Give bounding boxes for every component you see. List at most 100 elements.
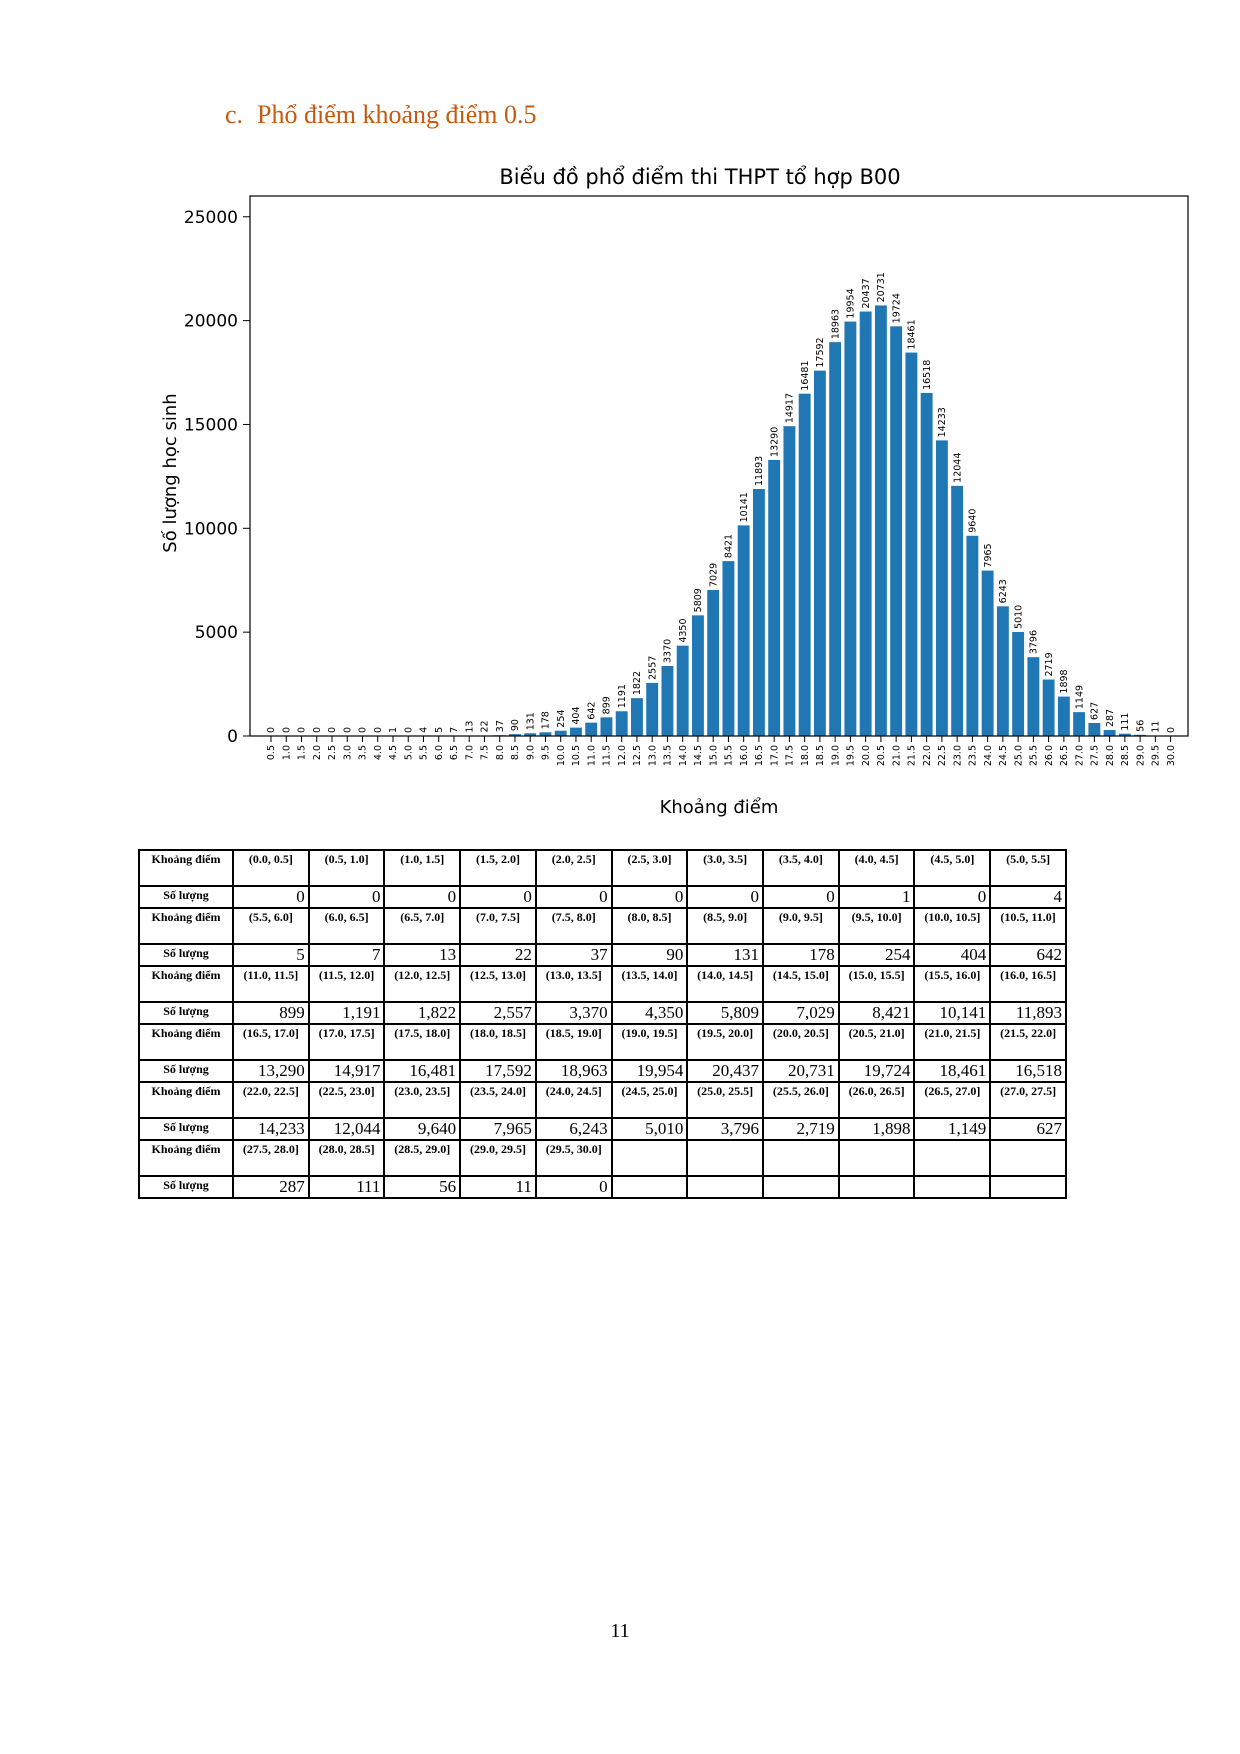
count-cell: 5,010 xyxy=(610,1117,689,1141)
y-tick-label: 20000 xyxy=(184,312,238,332)
bar-value-label: 0 xyxy=(312,727,323,733)
count-cell: 90 xyxy=(610,943,689,967)
bin-row-header: Khoảng điểm xyxy=(138,849,234,887)
y-axis-ticks: 0 5000 10000 15000 20000 25000 xyxy=(184,208,250,747)
bin-cell: (14.0, 14.5] xyxy=(686,965,765,1003)
bar xyxy=(722,561,735,736)
x-tick-label: 23.0 xyxy=(952,745,963,766)
bar xyxy=(966,535,979,736)
bar-value-label: 14917 xyxy=(785,393,796,423)
bin-cell: (19.0, 19.5] xyxy=(610,1023,689,1061)
count-cell: 5 xyxy=(232,943,310,967)
bin-cell: (18.5, 19.0] xyxy=(534,1023,613,1061)
bin-cell: (4.5, 5.0] xyxy=(913,849,992,887)
bin-row-header: Khoảng điểm xyxy=(138,1139,234,1177)
bar xyxy=(1118,733,1131,736)
bar-value-label: 1149 xyxy=(1074,685,1085,709)
bin-cell: (28.5, 29.0] xyxy=(383,1139,462,1177)
bar xyxy=(737,525,750,736)
bin-cell: (0.5, 1.0] xyxy=(307,849,386,887)
bin-cell: (12.5, 13.0] xyxy=(459,965,537,1003)
bin-cell: (22.5, 23.0] xyxy=(307,1081,386,1119)
y-tick-label: 0 xyxy=(227,727,238,747)
bin-cell: (5.5, 6.0] xyxy=(232,907,310,945)
bar-value-label: 37 xyxy=(495,720,506,732)
count-cell: 131 xyxy=(686,943,765,967)
bar xyxy=(539,732,552,736)
x-tick-label: 2.5 xyxy=(327,745,338,760)
bin-cell: (11.5, 12.0] xyxy=(307,965,386,1003)
count-cell: 6,243 xyxy=(534,1117,613,1141)
bin-cell: (5.0, 5.5] xyxy=(989,849,1067,887)
bar-value-label: 1191 xyxy=(617,684,628,708)
bar-value-label: 404 xyxy=(571,706,582,724)
x-tick-label: 8.5 xyxy=(510,745,521,760)
bar-value-label: 3796 xyxy=(1029,630,1040,654)
bar-value-label: 20437 xyxy=(861,278,872,308)
bin-cell: (26.0, 26.5] xyxy=(837,1081,916,1119)
bar-series xyxy=(387,305,1162,736)
bin-cell: (29.5, 30.0] xyxy=(534,1139,613,1177)
x-tick-label: 21.5 xyxy=(907,745,918,766)
count-cell: 18,963 xyxy=(534,1059,613,1083)
bar-value-label: 9640 xyxy=(968,509,979,533)
x-tick-label: 14.5 xyxy=(693,745,704,766)
y-tick-label: 15000 xyxy=(184,415,238,435)
bin-cell: (1.0, 1.5] xyxy=(383,849,462,887)
bin-cell: (7.5, 8.0] xyxy=(534,907,613,945)
count-row: Số lượng 0 0 0 0 0 0 0 0 1 0 4 xyxy=(138,885,1067,909)
x-tick-label: 5.5 xyxy=(419,745,430,760)
x-tick-label: 16.0 xyxy=(739,745,750,766)
x-tick-label: 11.0 xyxy=(586,745,597,766)
bar-value-label: 178 xyxy=(541,711,552,729)
bar-value-label: 6243 xyxy=(998,579,1009,603)
bar-value-label: 14233 xyxy=(937,407,948,437)
count-cell: 899 xyxy=(232,1001,310,1025)
bar-data-labels: 0 0 0 0 0 0 0 0 1 0 4 5 7 13 22 37 90 131 178 254 404 642 899 1… xyxy=(266,272,1177,733)
bin-row: Khoảng điểm (11.0, 11.5] (11.5, 12.0] (12.0… xyxy=(138,965,1067,1003)
bin-cell: (28.0, 28.5] xyxy=(307,1139,386,1177)
x-tick-label: 19.0 xyxy=(830,745,841,766)
bar xyxy=(981,570,994,736)
bar xyxy=(509,734,521,736)
count-cell: 1,191 xyxy=(307,1001,386,1025)
bar-value-label: 4 xyxy=(419,727,430,733)
bar xyxy=(1057,696,1070,736)
count-cell: 254 xyxy=(837,943,916,967)
count-cell: 12,044 xyxy=(307,1117,386,1141)
bar-value-label: 111 xyxy=(1120,713,1131,731)
plot-frame xyxy=(249,195,1189,737)
bar-value-label: 5 xyxy=(434,727,445,733)
bin-cell xyxy=(989,1139,1067,1177)
bar-value-label: 0 xyxy=(403,727,414,733)
x-tick-label: 22.0 xyxy=(922,745,933,766)
x-tick-label: 2.0 xyxy=(312,745,323,760)
x-tick-label: 29.0 xyxy=(1135,745,1146,766)
y-tick-label: 5000 xyxy=(195,623,238,643)
count-cell: 0 xyxy=(232,885,310,909)
bin-cell: (3.0, 3.5] xyxy=(686,849,765,887)
bin-cell: (17.0, 17.5] xyxy=(307,1023,386,1061)
count-cell: 1,898 xyxy=(837,1117,916,1141)
count-row-header: Số lượng xyxy=(138,1001,234,1025)
bin-cell: (24.0, 24.5] xyxy=(534,1081,613,1119)
x-tick-label: 17.5 xyxy=(785,745,796,766)
x-tick-label: 5.0 xyxy=(403,745,414,760)
x-tick-label: 22.5 xyxy=(937,745,948,766)
bin-cell: (18.0, 18.5] xyxy=(459,1023,537,1061)
bar-value-label: 20731 xyxy=(876,272,887,302)
x-tick-label: 4.5 xyxy=(388,745,399,760)
bar-value-label: 18461 xyxy=(907,319,918,349)
bar xyxy=(661,666,674,736)
bar xyxy=(691,615,704,736)
count-cell: 1,149 xyxy=(913,1117,992,1141)
bar xyxy=(707,590,720,736)
count-cell: 178 xyxy=(762,943,840,967)
x-tick-label: 20.5 xyxy=(876,745,887,766)
count-cell: 2,719 xyxy=(762,1117,840,1141)
bin-row-header: Khoảng điểm xyxy=(138,1023,234,1061)
bin-cell: (21.0, 21.5] xyxy=(913,1023,992,1061)
bar-value-label: 0 xyxy=(327,727,338,733)
bar-value-label: 8421 xyxy=(724,534,735,558)
x-tick-label: 4.0 xyxy=(373,745,384,760)
